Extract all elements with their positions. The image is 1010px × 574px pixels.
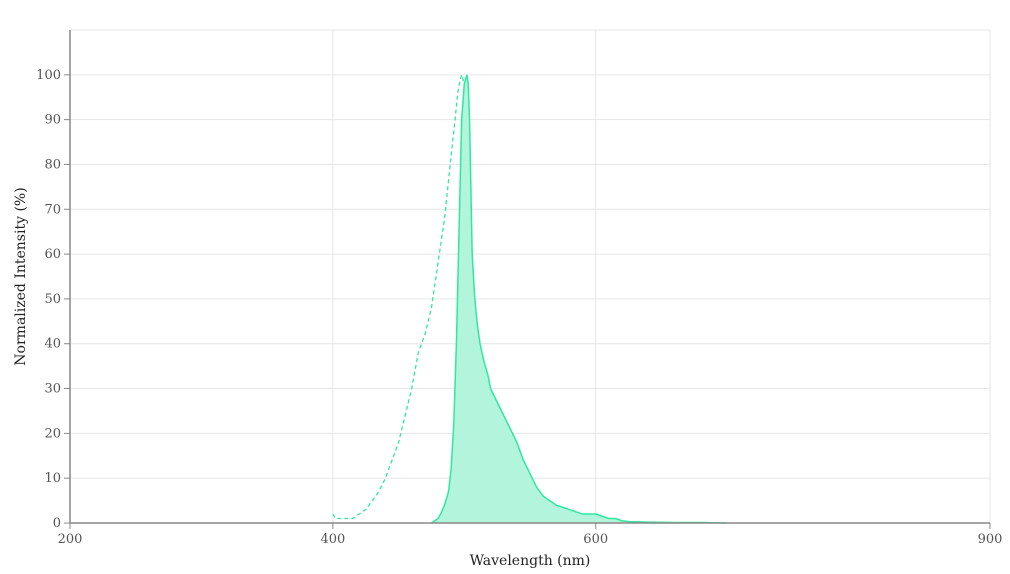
x-axis-title: Wavelength (nm) bbox=[470, 553, 591, 569]
y-axis-title: Normalized Intensity (%) bbox=[13, 187, 29, 365]
y-tick-label: 30 bbox=[44, 382, 61, 397]
y-tick-label: 10 bbox=[44, 471, 61, 486]
y-tick-label: 0 bbox=[53, 516, 61, 531]
y-tick-label: 60 bbox=[44, 247, 61, 262]
plot-area bbox=[332, 72, 728, 524]
emission-line bbox=[431, 74, 728, 524]
x-tick-label: 400 bbox=[320, 532, 345, 547]
y-tick-label: 70 bbox=[44, 202, 61, 217]
emission-area bbox=[431, 74, 728, 523]
excitation-line bbox=[332, 72, 505, 524]
x-tick-label: 200 bbox=[58, 532, 83, 547]
y-tick-label: 50 bbox=[44, 292, 61, 307]
x-tick-label: 900 bbox=[978, 532, 1003, 547]
y-tick-label: 40 bbox=[44, 337, 61, 352]
grid-lines bbox=[70, 29, 991, 523]
axis-ticks: 0 10 20 30 40 50 60 70 80 90 100 200 400 600 900 bbox=[36, 68, 1002, 547]
y-tick-label: 90 bbox=[44, 113, 61, 128]
y-tick-label: 20 bbox=[44, 426, 61, 441]
x-tick-label: 600 bbox=[583, 532, 608, 547]
y-tick-label: 80 bbox=[44, 157, 61, 172]
y-tick-label: 100 bbox=[36, 68, 61, 83]
